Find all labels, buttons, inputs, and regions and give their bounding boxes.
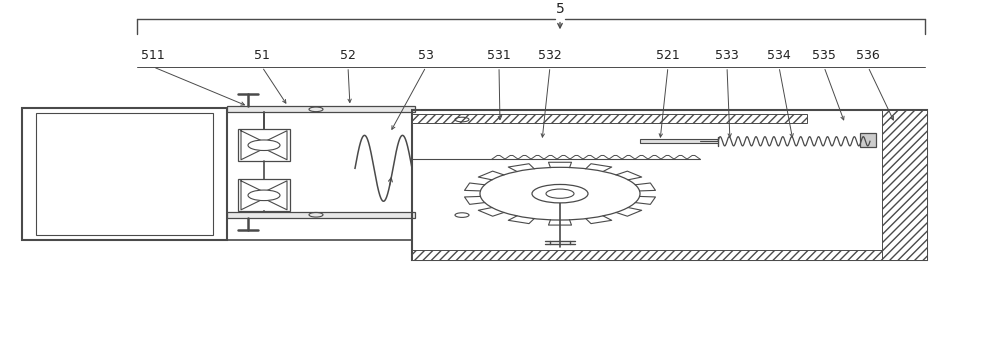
Bar	[412, 114, 807, 123]
Bar	[227, 212, 415, 218]
Bar	[882, 110, 927, 259]
Bar	[238, 129, 290, 161]
Bar	[860, 133, 876, 147]
Circle shape	[248, 190, 280, 201]
Circle shape	[248, 140, 280, 151]
Text: 533: 533	[715, 49, 739, 62]
Text: 532: 532	[538, 49, 562, 62]
Circle shape	[532, 184, 588, 203]
Text: 51: 51	[254, 49, 270, 62]
Bar	[36, 113, 213, 235]
Bar	[412, 110, 927, 259]
Text: 52: 52	[340, 49, 356, 62]
Bar	[227, 106, 415, 112]
Text: 521: 521	[656, 49, 680, 62]
Bar	[412, 250, 927, 259]
Text: 534: 534	[767, 49, 791, 62]
Circle shape	[480, 167, 640, 220]
Bar	[640, 139, 718, 144]
Text: 5: 5	[556, 2, 564, 16]
Bar	[238, 179, 290, 211]
Bar	[22, 108, 227, 240]
Text: 511: 511	[141, 49, 165, 62]
Text: 531: 531	[487, 49, 511, 62]
Text: 53: 53	[418, 49, 434, 62]
Text: 535: 535	[812, 49, 836, 62]
Text: 536: 536	[856, 49, 880, 62]
